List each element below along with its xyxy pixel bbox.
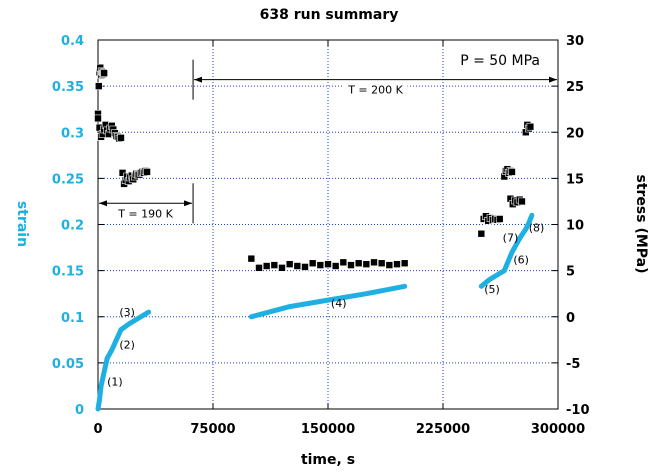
bottom-tick-label: 300000 (531, 422, 585, 437)
stress-point (526, 122, 535, 131)
stress-point (301, 263, 309, 271)
right-tick-label: 0 (566, 311, 575, 326)
stress-point (347, 261, 355, 269)
stress-point (377, 259, 386, 268)
segment-label: (3) (119, 306, 135, 319)
stress-point (518, 197, 526, 206)
stress-point (94, 114, 102, 123)
right-tick-label: 5 (566, 265, 575, 280)
strain-series (95, 212, 535, 412)
right-tick-label: 10 (566, 219, 584, 234)
stress-point (255, 264, 263, 272)
temperature-ranges: T = 200 K T = 190 K (99, 59, 557, 224)
stress-point (508, 168, 516, 176)
bottom-tick-label: 75000 (190, 422, 235, 437)
left-axis-label: strain (14, 201, 30, 247)
stress-point (354, 259, 363, 268)
strain-segment-2 (104, 327, 124, 361)
stress-point (495, 215, 504, 223)
bottom-tick-label: 225000 (416, 422, 470, 437)
stress-point (117, 133, 125, 142)
segment-label: (2) (119, 338, 135, 351)
right-tick-label: 25 (566, 80, 584, 95)
bottom-tick-label: 0 (93, 422, 102, 437)
left-tick-label: 0.3 (61, 126, 84, 141)
right-tick-label: -5 (566, 357, 580, 372)
range-label: T = 200 K (347, 84, 403, 97)
left-tick-label: 0.15 (52, 265, 84, 280)
stress-point (100, 69, 108, 78)
stress-point (331, 262, 340, 270)
strain-segment-6 (501, 235, 523, 274)
stress-point (143, 168, 151, 176)
stress-point (400, 259, 409, 268)
stress-point (293, 262, 302, 270)
left-tick-label: 0.05 (52, 357, 84, 372)
stress-point (324, 260, 332, 268)
x-axis-label: time, s (301, 452, 355, 468)
segment-label: (7) (503, 231, 519, 244)
strain-segment-5 (478, 268, 507, 289)
left-tick-label: 0.1 (61, 311, 84, 326)
stress-point (285, 260, 294, 268)
right-tick-label: 20 (566, 126, 584, 141)
right-axis-label: stress (MPa) (633, 174, 649, 273)
stress-point (477, 229, 486, 238)
segment-label: (4) (331, 297, 347, 310)
stress-point (339, 258, 348, 267)
right-tick-label: -10 (566, 403, 590, 418)
right-tick-label: 30 (566, 34, 584, 49)
left-tick-label: 0 (75, 403, 84, 418)
segment-label: (8) (529, 221, 545, 234)
stress-point (362, 260, 371, 268)
segment-label: (6) (513, 254, 529, 267)
chart-title: 638 run summary (260, 7, 399, 23)
stress-point (247, 254, 256, 263)
left-tick-label: 0.35 (52, 80, 84, 95)
left-tick-label: 0.25 (52, 172, 84, 187)
range-label-bg (343, 82, 408, 96)
range-label: T = 190 K (117, 207, 173, 220)
segment-labels: (1) (2) (3) (4) (5) (6) (7) (8) (107, 221, 544, 388)
left-tick-label: 0.2 (61, 219, 84, 234)
pressure-annotation: P = 50 MPa (460, 53, 540, 69)
stress-point (308, 259, 317, 268)
bottom-tick-label: 150000 (301, 422, 355, 437)
stress-point (270, 261, 279, 269)
stress-point (370, 258, 378, 267)
right-tick-label: 15 (566, 172, 584, 187)
strain-segment-1 (95, 355, 110, 412)
stress-point (262, 262, 271, 270)
segment-label: (5) (484, 283, 500, 296)
stress-series (94, 63, 535, 272)
strain-segment-4 (248, 283, 408, 320)
stress-point (278, 264, 286, 272)
ticks: 0 0.05 0.1 0.15 0.2 0.25 0.3 0.35 0.4 -10 -5 0 5 10 15… (52, 34, 590, 437)
stress-point (316, 261, 325, 269)
stress-point (385, 261, 394, 269)
range-label-bg (113, 206, 178, 220)
stress-point (393, 260, 401, 268)
left-tick-label: 0.4 (61, 34, 84, 49)
segment-label: (1) (107, 375, 123, 388)
strain-segment-8 (523, 212, 535, 232)
strain-segment-3 (118, 309, 152, 333)
stress-point (94, 82, 103, 90)
